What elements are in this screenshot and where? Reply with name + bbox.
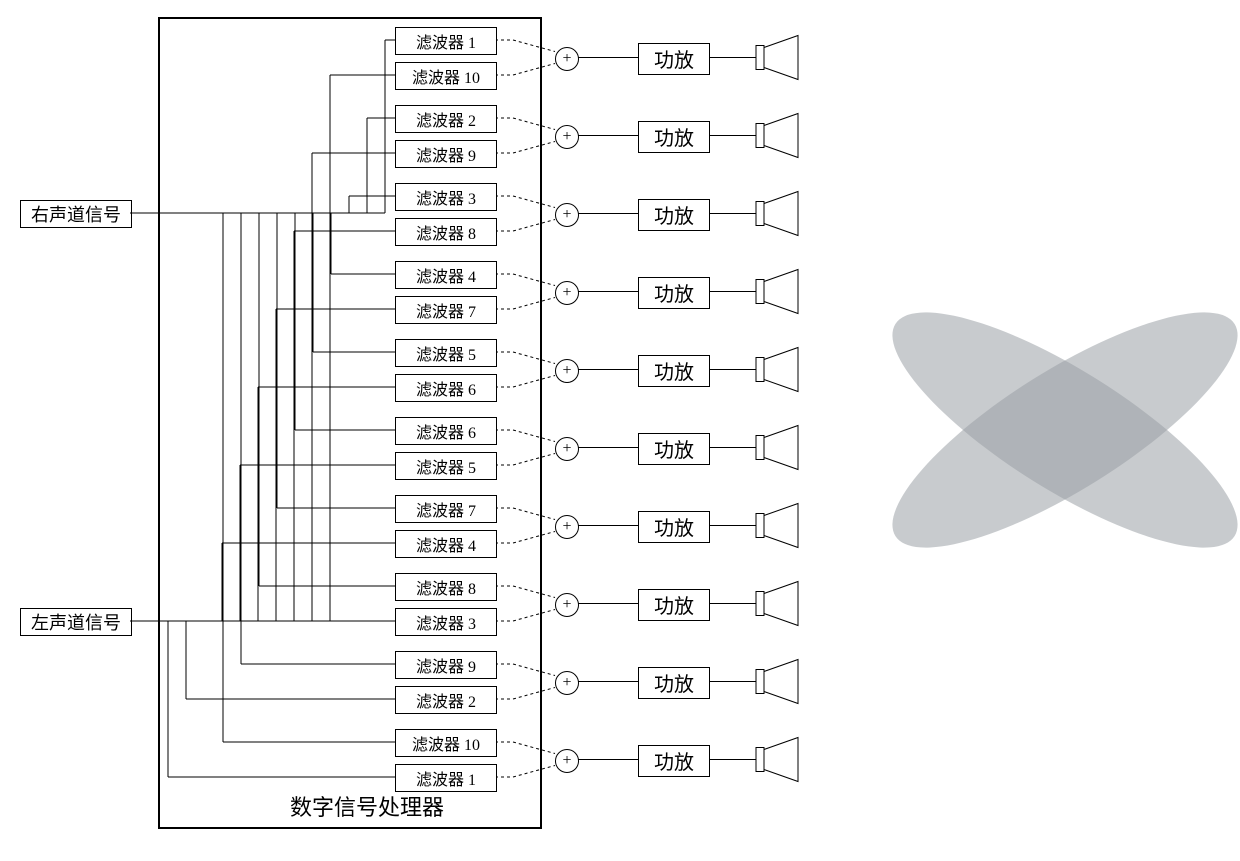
amplifier-box: 功放	[638, 667, 710, 699]
filter-box: 滤波器 2	[395, 105, 497, 133]
amplifier-box: 功放	[638, 277, 710, 309]
filter-box: 滤波器 8	[395, 218, 497, 246]
filter-box: 滤波器 7	[395, 296, 497, 324]
right-channel-input: 右声道信号	[20, 200, 132, 228]
filter-box: 滤波器 10	[395, 729, 497, 757]
amplifier-box: 功放	[638, 121, 710, 153]
filter-box: 滤波器 8	[395, 573, 497, 601]
amplifier-box: 功放	[638, 745, 710, 777]
adder: +	[555, 671, 579, 695]
amplifier-box: 功放	[638, 511, 710, 543]
filter-box: 滤波器 1	[395, 764, 497, 792]
amplifier-box: 功放	[638, 43, 710, 75]
adder: +	[555, 437, 579, 461]
dsp-label: 数字信号处理器	[290, 790, 444, 822]
filter-box: 滤波器 3	[395, 608, 497, 636]
adder: +	[555, 281, 579, 305]
filter-box: 滤波器 4	[395, 261, 497, 289]
filter-box: 滤波器 7	[395, 495, 497, 523]
adder: +	[555, 47, 579, 71]
amplifier-box: 功放	[638, 589, 710, 621]
amplifier-box: 功放	[638, 199, 710, 231]
filter-box: 滤波器 1	[395, 27, 497, 55]
amplifier-box: 功放	[638, 355, 710, 387]
adder: +	[555, 749, 579, 773]
filter-box: 滤波器 4	[395, 530, 497, 558]
adder: +	[555, 359, 579, 383]
filter-box: 滤波器 6	[395, 417, 497, 445]
adder: +	[555, 203, 579, 227]
left-channel-input: 左声道信号	[20, 608, 132, 636]
filter-box: 滤波器 3	[395, 183, 497, 211]
filter-box: 滤波器 5	[395, 339, 497, 367]
filter-box: 滤波器 9	[395, 651, 497, 679]
amplifier-box: 功放	[638, 433, 710, 465]
filter-box: 滤波器 2	[395, 686, 497, 714]
filter-box: 滤波器 9	[395, 140, 497, 168]
adder: +	[555, 593, 579, 617]
filter-box: 滤波器 6	[395, 374, 497, 402]
filter-box: 滤波器 5	[395, 452, 497, 480]
adder: +	[555, 515, 579, 539]
adder: +	[555, 125, 579, 149]
filter-box: 滤波器 10	[395, 62, 497, 90]
